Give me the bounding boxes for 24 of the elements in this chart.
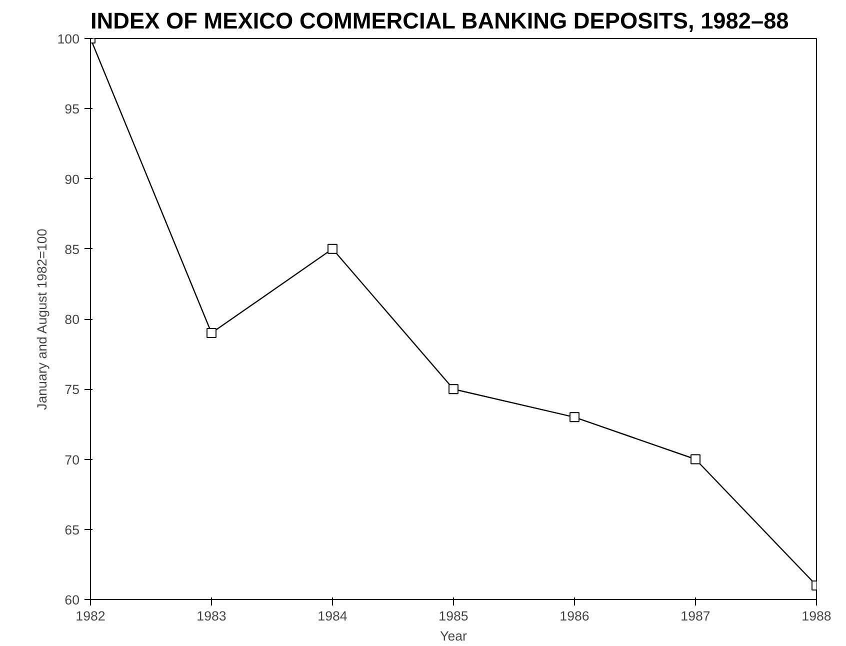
point [328,244,338,254]
x-tick-label: 1987 [680,608,710,624]
y-tick-label: 95 [64,102,80,117]
x-tick-label: 1984 [318,608,348,624]
y-tick-label: 85 [64,242,80,257]
x-axis-title: Year [440,628,468,644]
x-tick-label: 1983 [196,608,226,624]
y-tick-label: 90 [64,172,80,187]
x-tick-label: 1986 [560,608,590,624]
y-tick-label: 80 [64,312,80,327]
point [448,384,458,394]
point [690,454,700,464]
y-tick-label: 60 [64,592,80,608]
point [206,328,216,338]
x-tick-label: 1988 [802,608,832,624]
chart-title: INDEX OF MEXICO COMMERCIAL BANKING DEPOSITS, 1982–88 [90,8,789,34]
x-tick-label: 1985 [438,608,468,624]
y-tick-label: 75 [64,382,80,398]
y-tick-label: 100 [57,32,80,46]
y-axis-title: January and August 1982=100 [34,228,50,410]
x-tick-label: 1982 [76,608,106,624]
y-tick-label: 70 [64,452,80,468]
y-tick-label: 65 [64,522,80,538]
point [570,412,580,422]
